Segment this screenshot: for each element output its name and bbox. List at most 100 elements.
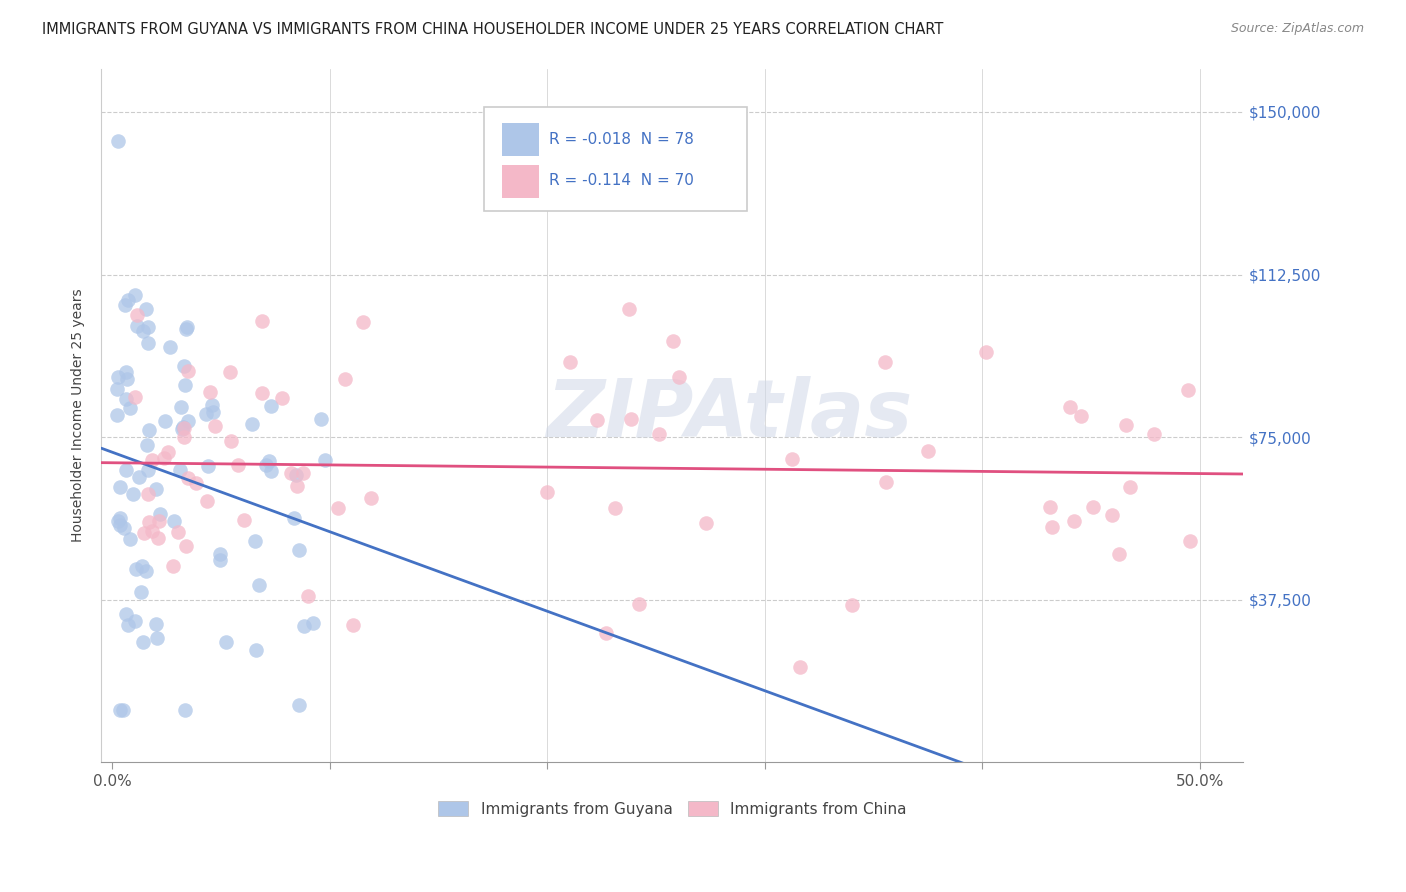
- Point: [172, 420, 194, 434]
- Point: [342, 618, 364, 632]
- Point: [250, 314, 273, 328]
- Point: [309, 412, 332, 426]
- Point: [107, 514, 129, 528]
- Point: [108, 511, 131, 525]
- Point: [135, 565, 157, 579]
- Point: [124, 614, 146, 628]
- Point: [115, 372, 138, 386]
- Point: [1178, 534, 1201, 549]
- Point: [153, 450, 176, 465]
- Point: [173, 359, 195, 373]
- Point: [1039, 500, 1062, 514]
- Point: [138, 515, 160, 529]
- Point: [292, 619, 315, 633]
- Point: [1083, 500, 1105, 514]
- Point: [240, 417, 263, 432]
- Point: [172, 422, 194, 436]
- Point: [603, 500, 626, 515]
- Point: [245, 642, 267, 657]
- Point: [107, 370, 129, 384]
- Point: [301, 616, 323, 631]
- Point: [110, 703, 132, 717]
- Point: [184, 475, 207, 490]
- Point: [288, 542, 311, 557]
- Point: [247, 577, 270, 591]
- Point: [254, 458, 277, 473]
- Point: [333, 372, 356, 386]
- FancyBboxPatch shape: [502, 165, 538, 198]
- Point: [291, 467, 314, 481]
- Point: [233, 513, 256, 527]
- Point: [228, 458, 250, 472]
- Point: [283, 511, 305, 525]
- Point: [260, 464, 283, 478]
- Point: [141, 524, 163, 539]
- Point: [668, 370, 690, 384]
- Point: [875, 355, 897, 369]
- Point: [288, 698, 311, 712]
- FancyBboxPatch shape: [484, 107, 747, 211]
- Point: [314, 452, 336, 467]
- Point: [105, 409, 128, 423]
- Point: [173, 377, 195, 392]
- Point: [280, 466, 302, 480]
- Point: [136, 438, 159, 452]
- Point: [976, 344, 998, 359]
- Text: ZIPAtlas: ZIPAtlas: [547, 376, 912, 455]
- Point: [841, 599, 863, 613]
- Point: [141, 453, 163, 467]
- Point: [208, 553, 231, 567]
- Point: [131, 635, 153, 649]
- Point: [875, 475, 897, 490]
- Point: [1108, 547, 1130, 561]
- Point: [648, 426, 671, 441]
- Point: [174, 322, 197, 336]
- Point: [174, 540, 197, 554]
- Point: [131, 558, 153, 573]
- Point: [125, 562, 148, 576]
- Point: [1115, 417, 1137, 432]
- Point: [1119, 480, 1142, 494]
- Point: [243, 533, 266, 548]
- Point: [176, 320, 198, 334]
- Point: [195, 494, 218, 508]
- Point: [917, 444, 939, 458]
- Point: [174, 703, 197, 717]
- Y-axis label: Householder Income Under 25 years: Householder Income Under 25 years: [72, 289, 86, 542]
- Point: [129, 585, 152, 599]
- Point: [162, 558, 184, 573]
- Legend: Immigrants from Guyana, Immigrants from China: Immigrants from Guyana, Immigrants from …: [430, 793, 914, 824]
- Point: [111, 703, 134, 717]
- Point: [620, 411, 643, 425]
- Point: [169, 463, 191, 477]
- Point: [197, 458, 219, 473]
- Point: [170, 400, 193, 414]
- Point: [177, 471, 200, 485]
- Point: [107, 135, 129, 149]
- Point: [127, 318, 149, 333]
- Text: Source: ZipAtlas.com: Source: ZipAtlas.com: [1230, 22, 1364, 36]
- Point: [110, 480, 132, 494]
- Point: [122, 487, 145, 501]
- Point: [1040, 520, 1063, 534]
- Point: [352, 315, 374, 329]
- Point: [124, 390, 146, 404]
- Point: [173, 420, 195, 434]
- Point: [195, 407, 218, 421]
- Point: [138, 423, 160, 437]
- Point: [128, 470, 150, 484]
- Point: [146, 631, 169, 645]
- Point: [218, 365, 240, 379]
- Point: [536, 485, 558, 500]
- Text: IMMIGRANTS FROM GUYANA VS IMMIGRANTS FROM CHINA HOUSEHOLDER INCOME UNDER 25 YEAR: IMMIGRANTS FROM GUYANA VS IMMIGRANTS FRO…: [42, 22, 943, 37]
- Point: [157, 445, 180, 459]
- Point: [167, 524, 190, 539]
- Point: [114, 607, 136, 622]
- Point: [145, 616, 167, 631]
- Point: [135, 301, 157, 316]
- Point: [115, 365, 138, 379]
- Point: [115, 463, 138, 477]
- Point: [202, 405, 225, 419]
- Point: [215, 635, 238, 649]
- Point: [136, 320, 159, 334]
